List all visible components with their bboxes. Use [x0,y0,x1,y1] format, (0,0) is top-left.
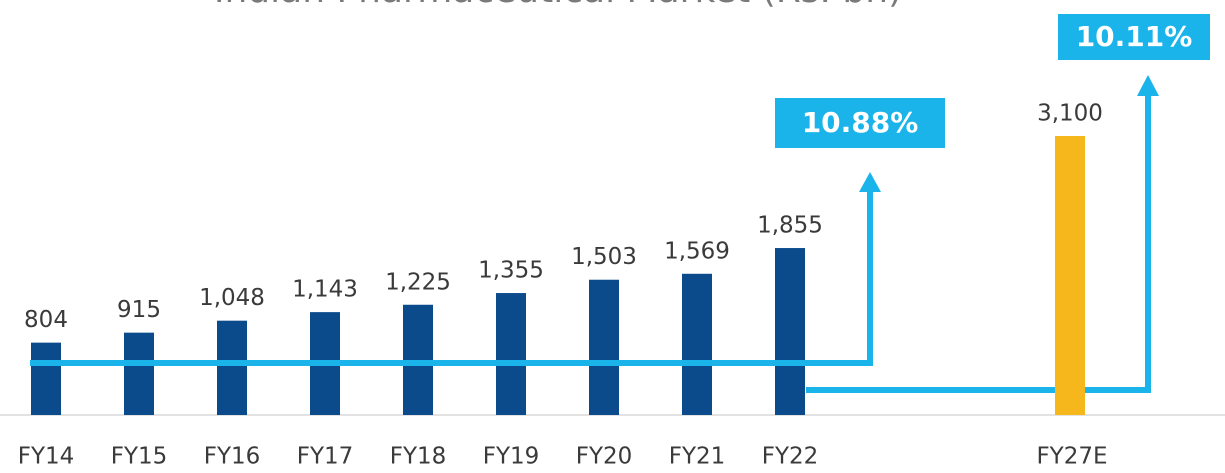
chart-title: Indian Pharmaceutical Market (Rs. bn) [214,0,902,11]
x-tick-label: FY15 [111,444,168,470]
value-label: 3,100 [1037,101,1103,127]
value-label: 1,569 [664,238,730,264]
x-tick-label: FY14 [18,444,75,470]
x-tick-label: FY18 [390,444,447,470]
arrow-line [30,190,873,366]
value-label: 804 [24,307,68,333]
value-label: 1,048 [199,285,265,311]
bar [124,332,154,415]
x-tick-label: FY21 [669,444,726,470]
bar [589,279,619,415]
x-tick-label: FY17 [297,444,354,470]
x-tick-label: FY22 [762,444,819,470]
bar [775,248,805,415]
x-tick-label: FY19 [483,444,540,470]
bar [1055,136,1085,415]
value-label: 1,143 [292,277,358,303]
cagr-arrow-1: 10.88% [30,98,945,366]
value-label: 915 [117,297,161,323]
arrow-line [806,92,1151,393]
cagr-arrow-2: 10.11% [806,14,1210,393]
bar [31,342,61,415]
bar [682,273,712,415]
x-tick-label: FY16 [204,444,261,470]
x-tick-label: FY20 [576,444,633,470]
value-label: 1,855 [757,213,823,239]
arrow-head [1137,75,1159,96]
value-label: 1,355 [478,258,544,284]
bar [217,320,247,415]
bar [403,304,433,415]
x-tick-label: FY27E [1036,444,1107,470]
value-label: 1,503 [571,244,637,270]
cagr-label: 10.88% [802,106,919,139]
bar [496,293,526,415]
value-label: 1,225 [385,269,451,295]
cagr-box [775,98,945,148]
cagr-box [1058,14,1210,60]
cagr-label: 10.11% [1076,20,1193,53]
arrow-head [859,172,881,192]
